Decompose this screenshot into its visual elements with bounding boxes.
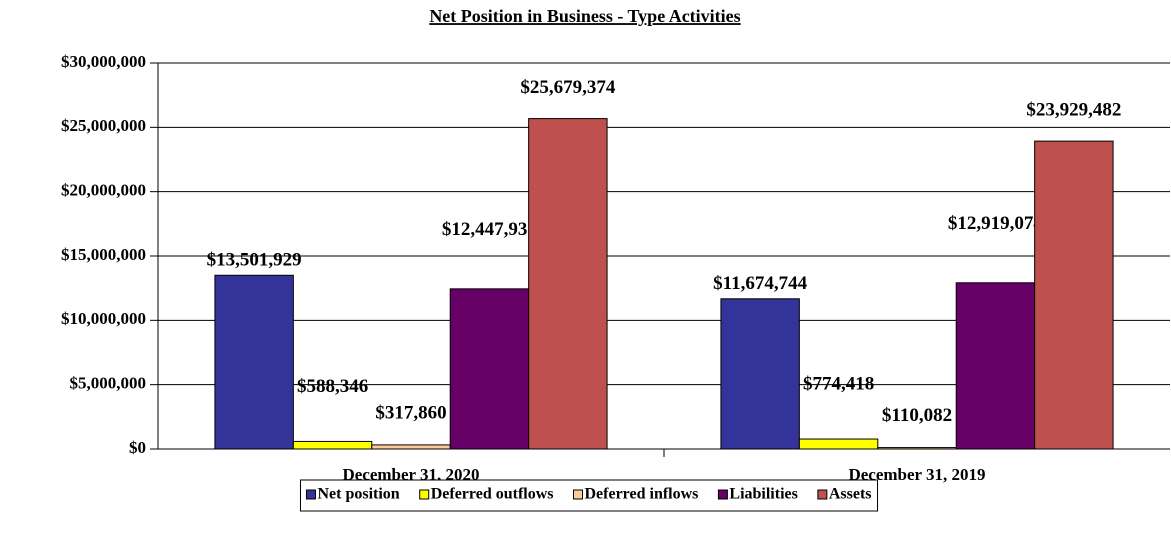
value-label: $11,674,744: [713, 273, 807, 294]
bar: [798, 438, 879, 450]
value-label: $25,679,374: [520, 77, 616, 98]
legend-label: Assets: [829, 486, 872, 503]
y-tick-label: $25,000,000: [61, 116, 146, 135]
bar: [1034, 140, 1114, 450]
legend-swatch: [817, 489, 828, 500]
chart-title: Net Position in Business - Type Activiti…: [429, 6, 740, 26]
bar: [955, 282, 1036, 450]
value-label: $12,919,074: [948, 213, 1044, 234]
y-tick-label: $15,000,000: [61, 245, 146, 264]
value-label: $588,346: [297, 376, 368, 397]
bar: [292, 440, 373, 450]
legend-label: Deferred outflows: [431, 486, 554, 503]
legend-swatch: [572, 489, 583, 500]
bar: [528, 118, 608, 450]
value-label: $23,929,482: [1026, 99, 1121, 120]
x-tick-label: December 31, 2019: [848, 465, 985, 484]
legend-label: Liabilities: [729, 486, 797, 503]
value-label: $774,418: [803, 373, 874, 394]
bar: [720, 298, 800, 450]
legend-swatch: [717, 489, 728, 500]
value-label: $110,082: [882, 405, 952, 426]
legend: Net position Deferred outflows Deferred in…: [305, 486, 872, 503]
bar: [371, 444, 451, 450]
legend-swatch: [419, 489, 430, 500]
x-tick-label: December 31, 2020: [342, 465, 479, 484]
y-tick-label: $30,000,000: [61, 52, 146, 71]
value-label: $317,860: [375, 402, 446, 423]
legend-label: Net position: [317, 486, 399, 503]
y-tick-label: $10,000,000: [61, 309, 146, 328]
bar: [214, 274, 294, 450]
value-label: $12,447,931: [442, 219, 537, 240]
y-tick-label: $0: [129, 438, 146, 457]
legend-box: [299, 479, 879, 512]
value-label: $13,501,929: [207, 250, 302, 271]
legend-label: Deferred inflows: [584, 486, 698, 503]
bar: [449, 288, 530, 450]
y-tick-label: $5,000,000: [70, 374, 147, 393]
legend-swatch: [305, 489, 316, 500]
y-tick-label: $20,000,000: [61, 181, 146, 200]
